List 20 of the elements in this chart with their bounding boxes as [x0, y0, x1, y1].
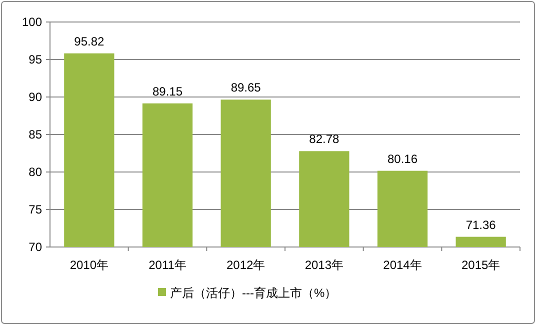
y-tick-label: 80	[28, 165, 42, 179]
y-tick-label: 70	[28, 240, 42, 254]
x-tick-label: 2012年	[226, 258, 266, 272]
y-tick-label: 95	[28, 52, 42, 66]
y-tick-label: 90	[28, 90, 42, 104]
data-label: 71.36	[466, 218, 496, 232]
x-tick-label: 2014年	[383, 258, 422, 272]
y-tick-label: 100	[22, 15, 42, 29]
y-tick-label: 85	[28, 128, 42, 142]
y-tick-label: 75	[28, 202, 42, 216]
data-label: 95.82	[74, 34, 105, 48]
data-label: 82.78	[309, 132, 340, 146]
x-tick-label: 2010年	[70, 258, 109, 272]
x-tick-label: 2015年	[461, 258, 500, 272]
x-tick-label: 2013年	[304, 258, 344, 272]
data-label: 80.16	[387, 152, 418, 166]
x-tick-label: 2011年	[148, 258, 186, 272]
legend-label: 产后（活仔）---育成上市（%）	[170, 286, 337, 300]
data-label: 89.15	[152, 84, 183, 98]
data-label: 89.65	[230, 80, 262, 95]
